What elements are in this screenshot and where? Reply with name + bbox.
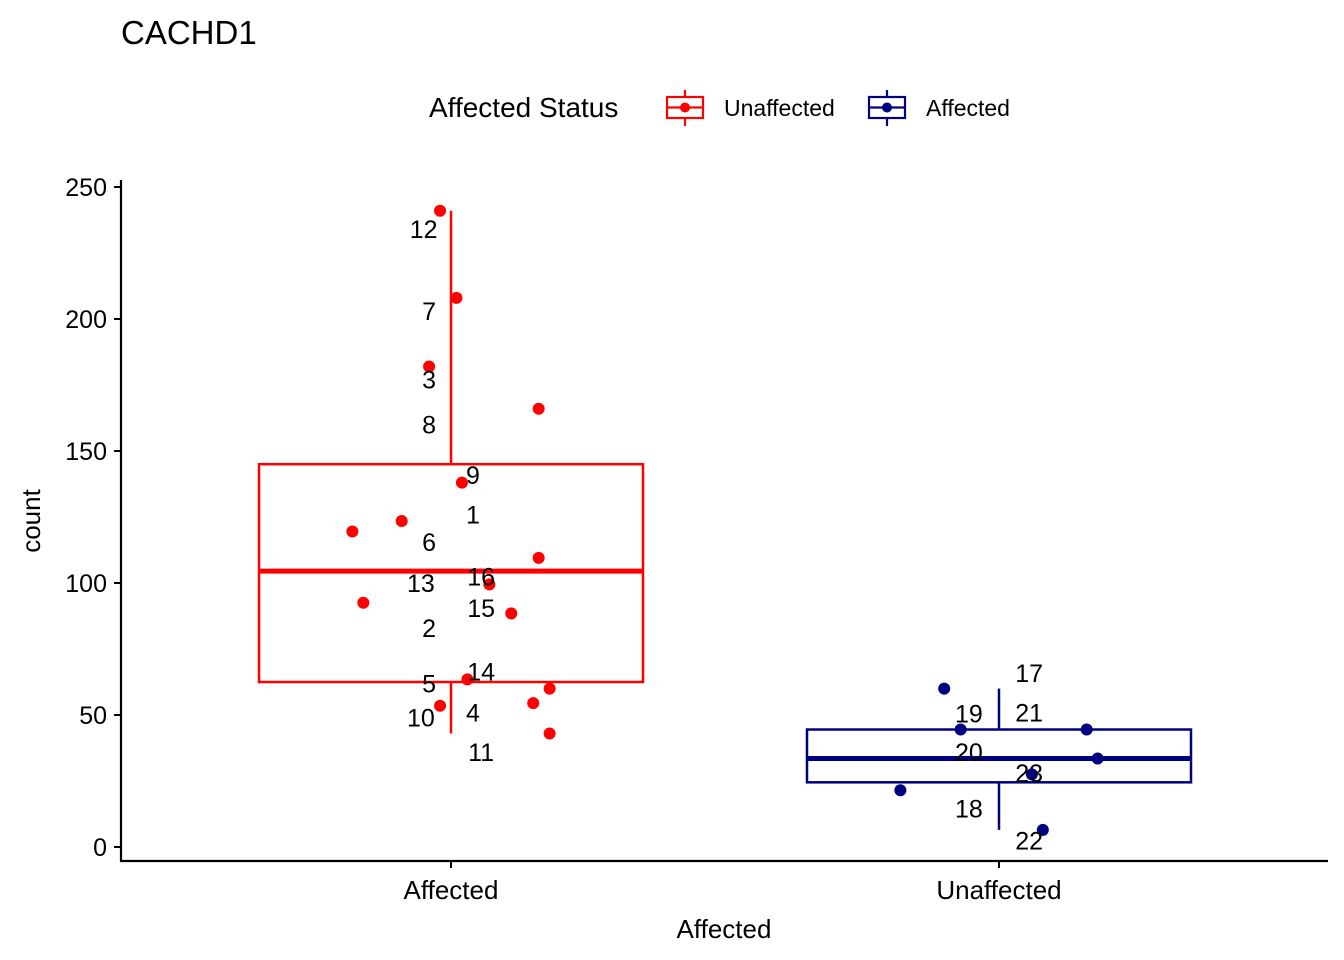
data-point bbox=[532, 402, 545, 415]
data-point bbox=[455, 476, 468, 489]
data-point bbox=[543, 682, 556, 695]
point-label: 2 bbox=[422, 615, 436, 643]
data-point bbox=[1036, 823, 1049, 836]
axes: 0 50 100 150 200 250 Affected Unaffected count… bbox=[16, 174, 1328, 944]
data-point bbox=[938, 682, 951, 695]
data-point bbox=[1080, 723, 1093, 736]
y-tick-label: 200 bbox=[65, 306, 107, 334]
point-label: 10 bbox=[407, 705, 435, 733]
legend-key-point bbox=[680, 102, 690, 113]
box-rect bbox=[805, 728, 1193, 784]
data-point bbox=[357, 596, 370, 609]
data-point bbox=[434, 204, 447, 217]
point-label: 7 bbox=[422, 298, 436, 326]
point-label: 6 bbox=[422, 529, 436, 557]
legend-label: Affected bbox=[926, 95, 1010, 121]
point-label: 5 bbox=[422, 670, 436, 698]
legend-key-point bbox=[882, 102, 892, 113]
legend-entry-affected: Affected bbox=[867, 90, 1010, 126]
point-label: 14 bbox=[467, 658, 495, 686]
point-label: 4 bbox=[466, 699, 480, 727]
y-tick-label: 0 bbox=[93, 834, 107, 862]
data-point bbox=[1091, 752, 1104, 765]
point-label: 3 bbox=[422, 367, 436, 395]
data-point bbox=[894, 784, 907, 797]
data-point bbox=[527, 697, 540, 710]
point-label: 13 bbox=[407, 570, 435, 598]
y-tick-label: 150 bbox=[65, 438, 107, 466]
legend-title: Affected Status bbox=[429, 92, 618, 123]
point-label: 8 bbox=[422, 412, 436, 440]
data-point bbox=[450, 291, 463, 304]
point-label: 17 bbox=[1015, 660, 1043, 688]
point-label: 15 bbox=[467, 595, 495, 623]
point-label: 18 bbox=[955, 796, 983, 824]
data-point bbox=[423, 360, 436, 373]
box-unaffected bbox=[805, 688, 1193, 830]
y-tick-label: 250 bbox=[65, 174, 107, 202]
x-axis-title: Affected bbox=[677, 914, 772, 944]
data-point bbox=[483, 578, 496, 591]
legend: Affected Status Unaffected Affected bbox=[429, 90, 1010, 126]
point-label: 9 bbox=[466, 462, 480, 490]
data-point bbox=[461, 673, 474, 686]
point-label: 23 bbox=[1015, 760, 1043, 788]
data-point bbox=[532, 551, 545, 564]
point-label: 16 bbox=[467, 563, 495, 591]
point-label: 1 bbox=[466, 501, 480, 529]
data-point bbox=[395, 514, 408, 527]
legend-label: Unaffected bbox=[724, 95, 835, 121]
data-point bbox=[434, 699, 447, 712]
y-axis-title: count bbox=[16, 488, 46, 552]
point-label: 21 bbox=[1015, 699, 1043, 727]
chart-title: CACHD1 bbox=[121, 14, 257, 51]
data-point bbox=[346, 525, 359, 538]
legend-entry-unaffected: Unaffected bbox=[665, 90, 835, 126]
point-label: 20 bbox=[955, 739, 983, 767]
y-tick-label: 100 bbox=[65, 570, 107, 598]
data-point bbox=[505, 607, 518, 620]
x-tick-label: Affected bbox=[404, 875, 499, 905]
point-label: 22 bbox=[1015, 827, 1043, 855]
data-point bbox=[543, 727, 556, 740]
point-label: 12 bbox=[410, 216, 438, 244]
box-affected bbox=[257, 210, 645, 734]
x-tick-label: Unaffected bbox=[936, 875, 1061, 905]
point-label: 11 bbox=[468, 739, 494, 767]
y-tick-label: 50 bbox=[79, 702, 107, 730]
data-point bbox=[954, 723, 967, 736]
point-label: 19 bbox=[955, 701, 983, 729]
data-point bbox=[1025, 768, 1038, 781]
